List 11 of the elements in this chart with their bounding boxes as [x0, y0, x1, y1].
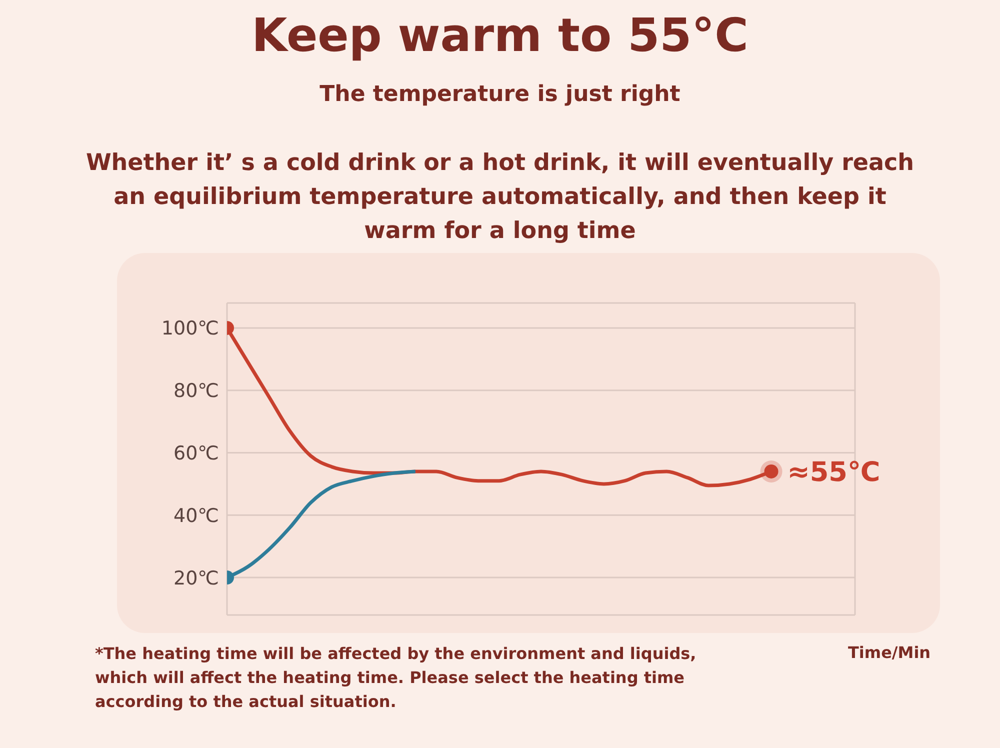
y-tick-label: 60℃: [173, 442, 219, 465]
text: *The heating time will be affected by the environment and liquids, which will affect the heating time. Please select the heating time according to the actual situation.: [95, 643, 698, 713]
text: Whether it’ s a cold drink or a hot drink, it will eventually reach an equilibrium temperature automatically, and then keep it warm for a long time: [84, 149, 916, 246]
y-tick-label: 100℃: [161, 318, 219, 340]
chart-subtitle: The temperature is just right: [318, 82, 682, 107]
chart-title: Keep warm to 55°C: [250, 8, 750, 62]
y-tick-label: 40℃: [173, 504, 219, 527]
annotation: ≈55℃: [787, 457, 880, 488]
y-tick-label: 80℃: [173, 380, 219, 402]
x-axis-title: Time/Min: [848, 643, 931, 662]
y-tick-label: 20℃: [173, 567, 219, 590]
